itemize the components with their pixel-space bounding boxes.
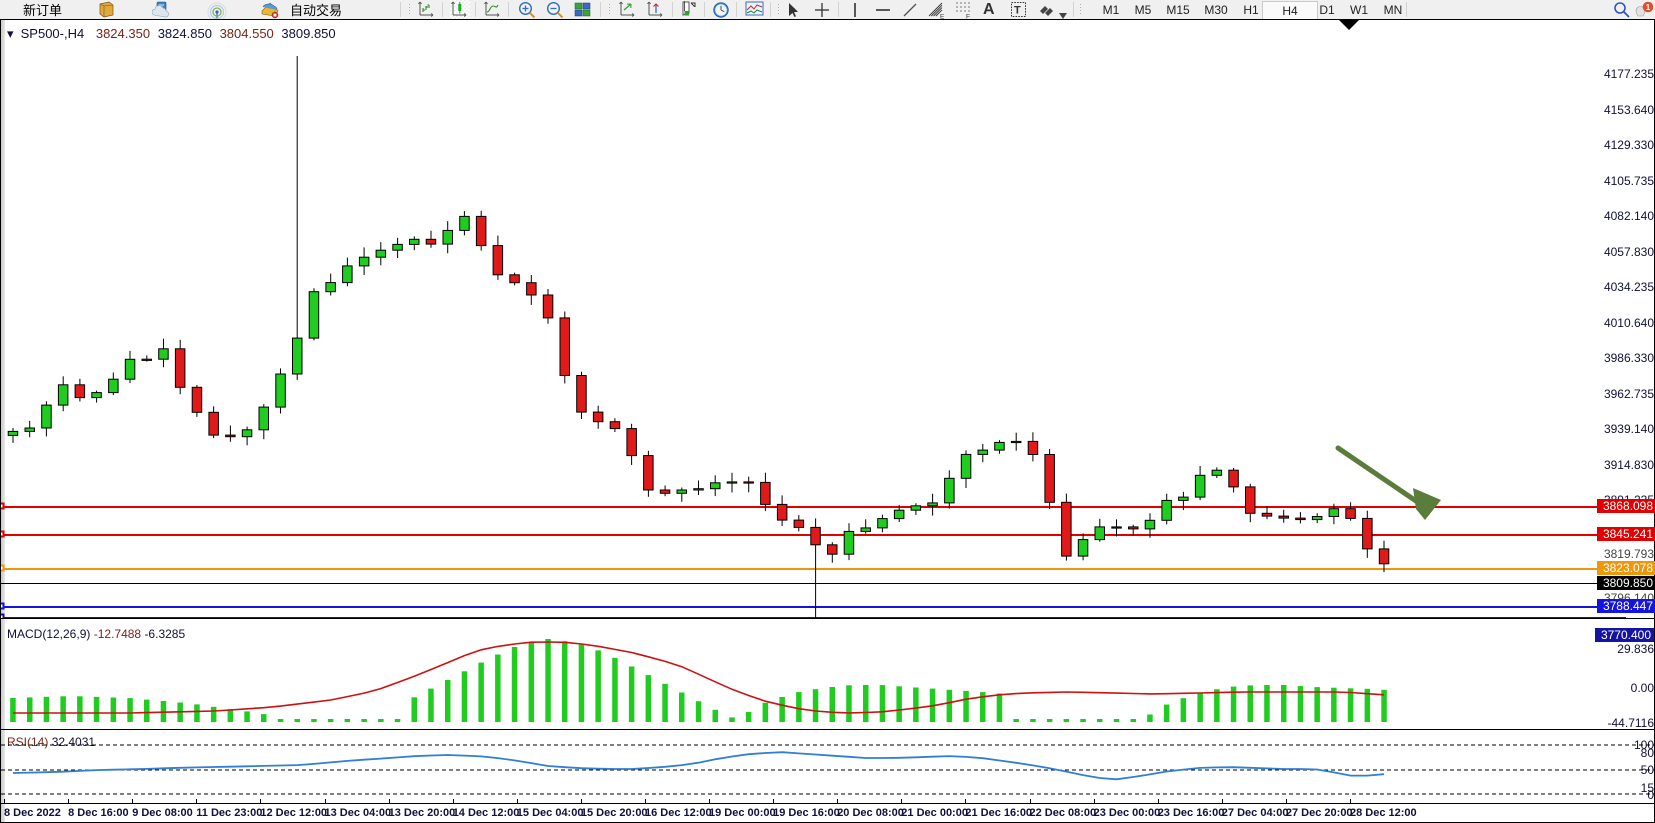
svg-text:F: F <box>966 13 970 19</box>
svg-text:E: E <box>940 13 945 19</box>
svg-text:T: T <box>1014 4 1021 16</box>
svg-text:1: 1 <box>1646 3 1651 12</box>
